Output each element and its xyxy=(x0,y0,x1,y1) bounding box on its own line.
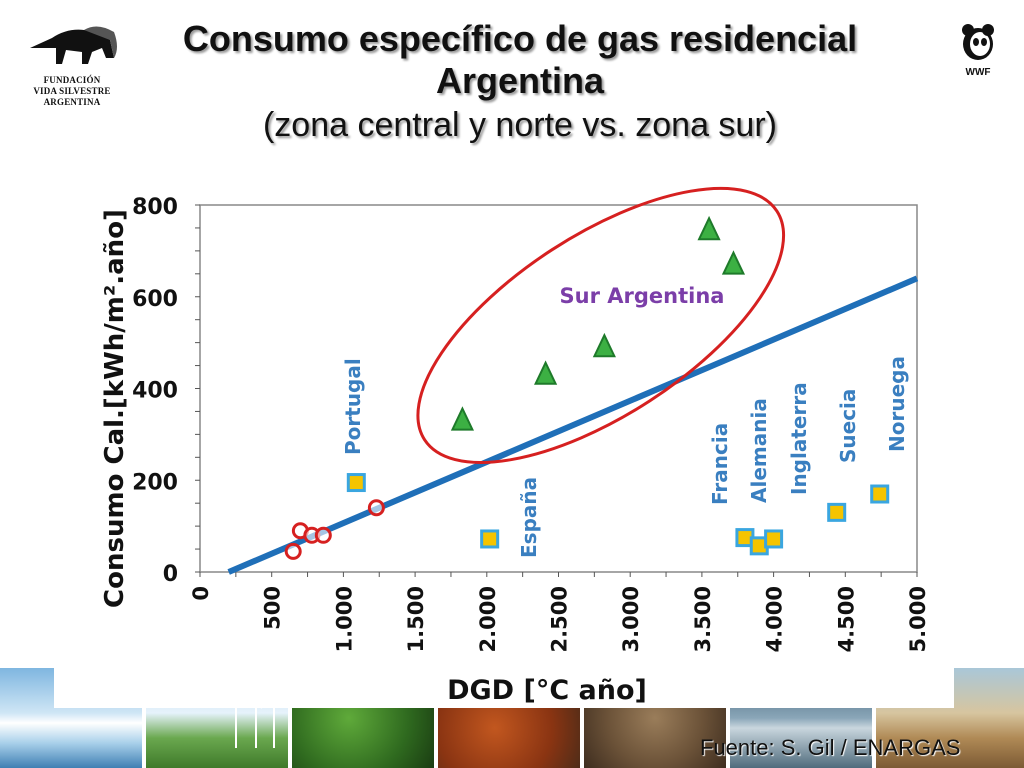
wwf-logo: WWF xyxy=(948,22,1008,78)
x-tick-label: 1.500 xyxy=(404,586,428,652)
source-note: Fuente: S. Gil / ENARGAS xyxy=(700,735,961,760)
x-tick-label: 0 xyxy=(189,586,213,601)
series-label-sur-argentina: Sur Argentina xyxy=(560,284,725,308)
country-label: Noruega xyxy=(885,356,909,452)
circle-point xyxy=(314,526,332,544)
logo-org-line3: ARGENTINA xyxy=(43,97,101,107)
y-tick-label: 0 xyxy=(163,562,178,587)
country-label: Alemania xyxy=(747,398,771,503)
x-tick-label: 1.000 xyxy=(332,586,356,652)
square-point xyxy=(480,529,500,549)
y-tick-label: 800 xyxy=(132,195,178,220)
x-tick-label: 3.500 xyxy=(691,586,715,652)
trend-line xyxy=(227,275,919,575)
y-tick-label: 400 xyxy=(132,379,178,404)
triangle-point xyxy=(592,332,616,358)
triangle-point xyxy=(450,406,475,431)
y-tick-label: 200 xyxy=(132,470,178,495)
x-tick-label: 4.000 xyxy=(763,586,787,652)
x-tick-label: 500 xyxy=(261,586,285,630)
y-axis-label: Consumo Cal.[kWh/m².año] xyxy=(100,209,130,608)
x-tick-label: 4.500 xyxy=(834,586,858,652)
triangle-point xyxy=(721,250,746,275)
axis-label-backdrop xyxy=(54,668,954,708)
x-tick-label: 3.000 xyxy=(619,586,643,652)
x-tick-label: 2.000 xyxy=(476,586,500,652)
triangle-point xyxy=(534,360,558,385)
title-line-2: Argentina xyxy=(435,60,604,101)
square-point xyxy=(827,502,847,522)
square-point xyxy=(870,484,890,504)
triangle-point xyxy=(697,215,721,241)
sur-argentina-ellipse xyxy=(416,186,786,464)
anteater-icon xyxy=(30,26,117,64)
square-point xyxy=(764,529,784,549)
wwf-label: WWF xyxy=(965,67,991,78)
country-label: España xyxy=(517,477,541,558)
circle-point xyxy=(284,542,302,560)
slide-title: Consumo específico de gas residencial Ar… xyxy=(130,18,910,146)
fundacion-vida-silvestre-logo: FUNDACIÓN VIDA SILVESTRE ARGENTINA xyxy=(22,18,122,110)
country-label: Francia xyxy=(708,423,732,505)
logo-org-line2: VIDA SILVESTRE xyxy=(33,86,111,96)
circle-point xyxy=(367,499,385,517)
y-tick-label: 600 xyxy=(132,287,178,312)
square-point xyxy=(346,473,366,493)
subtitle: (zona central y norte vs. zona sur) xyxy=(262,106,777,144)
x-tick-label: 2.500 xyxy=(548,586,572,652)
x-tick-label: 5.000 xyxy=(906,586,930,652)
country-label: Inglaterra xyxy=(787,382,811,495)
logo-org-line1: FUNDACIÓN xyxy=(43,75,101,85)
panda-icon xyxy=(962,24,994,60)
country-label: Suecia xyxy=(836,389,860,463)
country-label: Portugal xyxy=(341,358,365,455)
title-line-1: Consumo específico de gas residencial xyxy=(182,18,858,59)
